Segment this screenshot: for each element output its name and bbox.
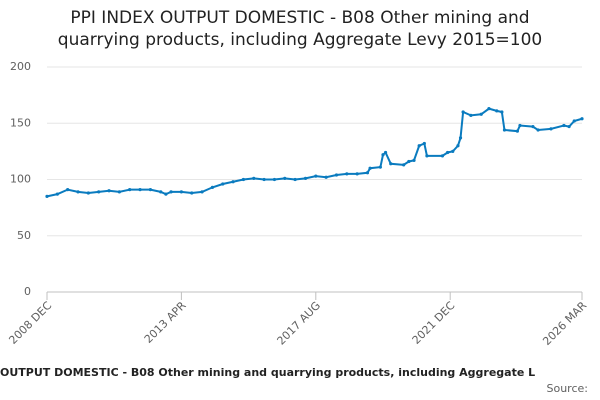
point: [425, 154, 429, 158]
series-line: [46, 107, 583, 198]
point: [169, 190, 173, 194]
point: [314, 174, 318, 178]
x-tick-label: 2017 AUG: [275, 299, 324, 348]
point: [117, 190, 121, 194]
point: [407, 159, 411, 164]
x-tick-label: 2013 APR: [142, 299, 189, 346]
point: [210, 185, 215, 189]
point: [440, 154, 445, 158]
point: [383, 150, 388, 155]
point: [66, 188, 70, 192]
point: [221, 182, 225, 186]
point: [572, 119, 576, 123]
point: [515, 129, 519, 133]
point: [495, 109, 499, 113]
point: [549, 127, 553, 131]
point: [148, 188, 152, 192]
point: [487, 107, 491, 111]
y-tick-label: 200: [10, 60, 31, 73]
point: [55, 192, 59, 196]
y-tick-label: 0: [24, 285, 31, 298]
chart-title: PPI INDEX OUTPUT DOMESTIC - B08 Other mi…: [70, 8, 529, 28]
point: [293, 177, 297, 182]
x-tick-label: 2026 MAR: [540, 299, 589, 348]
point: [283, 176, 287, 180]
x-tick-label: 2021 DEC: [410, 299, 458, 347]
point: [107, 189, 111, 193]
point: [179, 190, 183, 194]
point: [378, 165, 383, 169]
point: [86, 191, 90, 195]
point: [272, 177, 277, 182]
chart-title: quarrying products, including Aggregate …: [58, 30, 542, 50]
point: [159, 190, 163, 194]
point: [128, 188, 132, 192]
point: [345, 172, 349, 176]
point: [518, 123, 522, 128]
point: [262, 177, 266, 182]
point: [451, 149, 455, 153]
point: [365, 171, 370, 175]
point: [241, 177, 246, 182]
point: [97, 190, 101, 194]
point: [402, 163, 406, 167]
point: [580, 117, 584, 121]
point: [456, 144, 460, 148]
point: [458, 136, 463, 140]
point: [531, 125, 535, 129]
point: [355, 172, 359, 176]
point: [469, 113, 473, 117]
point: [190, 191, 194, 195]
point: [567, 125, 571, 129]
point: [389, 162, 393, 166]
point: [368, 166, 372, 170]
point: [45, 194, 49, 198]
point: [479, 112, 483, 116]
point: [502, 128, 507, 132]
point: [324, 175, 328, 179]
point: [562, 123, 566, 128]
point: [164, 192, 168, 196]
point: [412, 158, 416, 162]
point: [500, 110, 504, 114]
point: [536, 128, 540, 132]
point: [461, 110, 465, 114]
source: Source:: [547, 382, 589, 395]
point: [76, 190, 80, 194]
point: [200, 190, 204, 194]
point: [252, 176, 256, 180]
point: [417, 144, 421, 148]
point: [446, 150, 450, 155]
y-tick-label: 100: [10, 173, 31, 186]
x-tick-label: 2008 DEC: [6, 299, 54, 347]
point: [303, 176, 308, 180]
y-tick-label: 50: [17, 229, 31, 242]
point: [231, 180, 235, 184]
point: [381, 153, 385, 157]
point: [422, 141, 426, 146]
point: [334, 173, 339, 177]
y-tick-label: 150: [10, 116, 31, 129]
point: [138, 188, 142, 192]
caption: OUTPUT DOMESTIC - B08 Other mining and q…: [0, 366, 535, 379]
